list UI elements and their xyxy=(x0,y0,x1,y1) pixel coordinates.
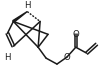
Text: O: O xyxy=(63,53,70,62)
Polygon shape xyxy=(13,12,27,22)
Text: H: H xyxy=(24,1,31,10)
Text: O: O xyxy=(72,30,79,39)
Text: H: H xyxy=(4,53,11,62)
